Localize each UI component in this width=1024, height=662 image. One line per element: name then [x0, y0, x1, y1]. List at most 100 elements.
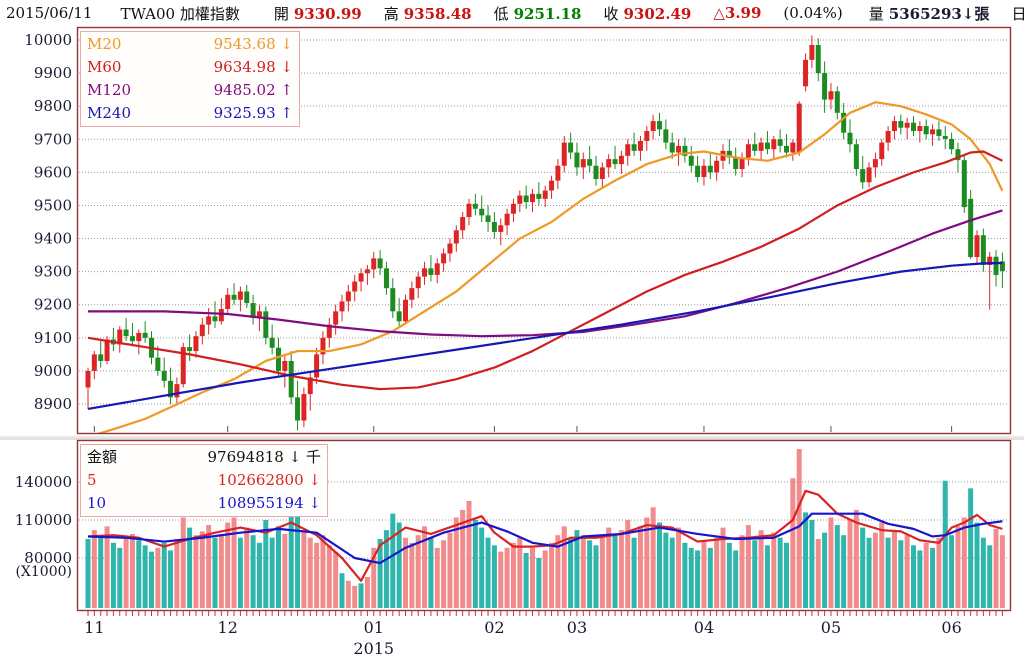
candle-body — [422, 268, 428, 277]
turnover-bar — [968, 488, 974, 608]
candle-body — [383, 268, 389, 289]
turnover-bar — [936, 537, 942, 608]
candlestick-series — [85, 35, 1005, 431]
candle-body — [682, 145, 688, 156]
candle-body — [949, 138, 955, 150]
turnover-bar — [669, 537, 675, 608]
candle-body — [161, 370, 167, 381]
candle-body — [758, 142, 764, 151]
price-grid: 10000 9900 9800 9700 9600 9500 9400 9300 9200 910… — [24, 31, 1009, 413]
turnover-bar — [542, 550, 548, 608]
month-label: 12 — [218, 618, 238, 637]
turnover-bar — [752, 540, 758, 608]
turnover-bar — [256, 542, 262, 608]
candle-body — [885, 130, 891, 143]
candle-body — [917, 126, 923, 131]
candle-body — [269, 337, 275, 348]
low-value: 9251.18 — [513, 4, 582, 23]
turnover-bar — [491, 545, 497, 608]
volume-axis-tick-label: 80000 — [24, 549, 72, 567]
turnover-bar — [555, 535, 561, 608]
ma20-direction-arrow: ↓ — [280, 35, 293, 53]
turnover-bar — [961, 517, 967, 608]
ma20-legend-row: M20 9543.68 ↓ — [85, 33, 295, 56]
close-field: 收 9302.49 — [603, 3, 691, 24]
candle-body — [657, 121, 662, 130]
turnover-bar — [129, 533, 135, 608]
turnover-bar — [599, 537, 605, 608]
turnover-bar — [441, 540, 447, 608]
turnover-bar — [301, 530, 307, 608]
candle-body — [168, 380, 174, 398]
candle-body — [123, 329, 129, 337]
turnover-bar — [485, 537, 491, 608]
amount-ma10-legend-row: 10 108955194 ↓ — [85, 492, 323, 515]
turnover-bar — [339, 573, 345, 608]
turnover-bar — [307, 537, 313, 608]
turnover-bar — [796, 449, 802, 608]
candle-body — [237, 291, 243, 300]
candle-body — [930, 129, 936, 135]
price-axis-tick-label: 9000 — [34, 362, 72, 380]
candle-body — [904, 122, 910, 128]
month-label: 11 — [84, 618, 104, 637]
candle-body — [688, 155, 694, 166]
turnover-bar — [466, 500, 472, 608]
turnover-bar — [282, 533, 288, 608]
turnover-bar — [104, 526, 110, 608]
candle-body — [707, 165, 713, 173]
candle-body — [866, 167, 872, 183]
open-label: 開 — [273, 4, 289, 23]
candle-body — [288, 360, 294, 398]
change-percent: (0.04%) — [783, 4, 843, 22]
turnover-bar — [771, 532, 777, 608]
turnover-bar — [187, 527, 193, 608]
candle-body — [911, 122, 916, 131]
turnover-bar — [536, 558, 542, 608]
turnover-bar — [885, 537, 891, 608]
candle-body — [180, 347, 186, 385]
turnover-bar — [999, 535, 1005, 608]
turnover-bar — [587, 540, 593, 608]
turnover-bar — [980, 537, 986, 608]
amount-ma10-label: 10 — [87, 494, 107, 512]
period-selector[interactable]: 日線 — [1011, 4, 1024, 23]
candle-body — [415, 276, 421, 289]
candle-body — [923, 126, 929, 135]
turnover-bar — [568, 537, 574, 608]
turnover-bar — [504, 547, 510, 608]
turnover-bar — [790, 478, 796, 608]
turnover-bar — [193, 535, 199, 608]
low-field: 低 9251.18 — [494, 3, 582, 24]
candle-body — [498, 225, 504, 232]
turnover-bar — [707, 547, 713, 608]
candle-body — [390, 288, 396, 312]
ma60-label: M60 — [87, 58, 122, 76]
turnover-bar — [955, 526, 961, 608]
turnover-bar — [263, 520, 269, 608]
turnover-bar — [326, 545, 332, 608]
candle-body — [771, 139, 777, 150]
turnover-bar — [847, 520, 853, 608]
turnover-bar — [288, 509, 294, 608]
candle-body — [809, 44, 815, 60]
candle-body — [790, 142, 796, 153]
candle-body — [295, 397, 301, 421]
turnover-bar — [149, 551, 154, 608]
candle-body — [733, 157, 739, 170]
turnover-bar — [784, 542, 789, 608]
candle-body — [803, 59, 809, 87]
price-axis-tick-label: 9400 — [34, 230, 72, 248]
price-axis-tick-label: 9700 — [34, 130, 72, 148]
turnover-bar — [168, 550, 174, 608]
turnover-bar — [314, 542, 320, 608]
candle-body — [612, 159, 618, 165]
candle-body — [504, 213, 510, 226]
candle-body — [409, 288, 415, 300]
info-bar: 2015/06/11 TWA00 加權指數 開 9330.99 高 9358.48 … — [0, 0, 1024, 26]
candle-body — [301, 394, 307, 421]
turnover-bar — [142, 545, 148, 608]
candle-body — [847, 132, 853, 145]
candle-body — [345, 291, 351, 302]
